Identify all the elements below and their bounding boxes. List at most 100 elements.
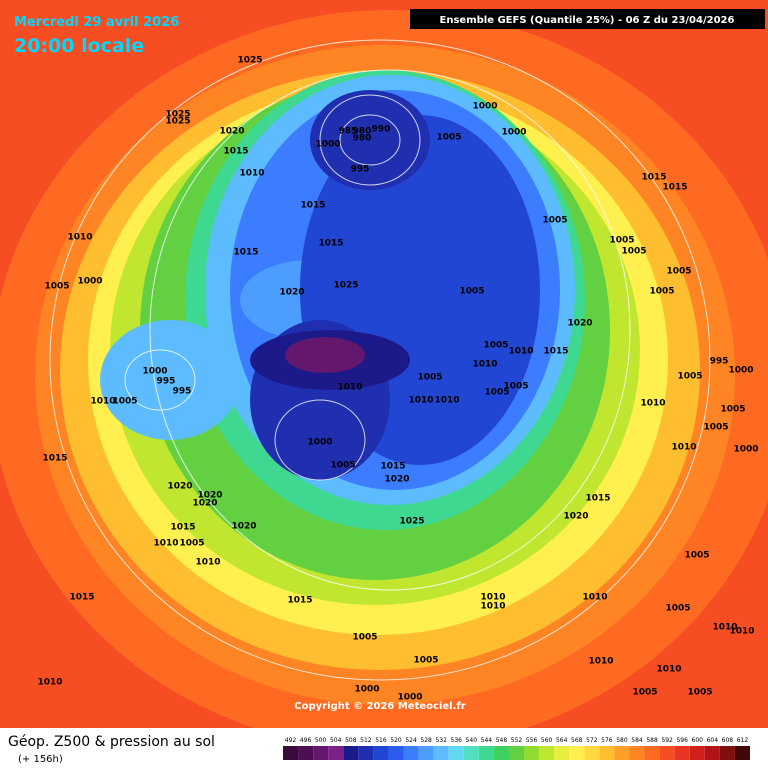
local-time: 20:00 locale xyxy=(14,35,144,57)
isobar-label: 1005 xyxy=(503,382,528,392)
legend-label: 544 xyxy=(481,737,493,744)
legend-swatch xyxy=(403,746,419,760)
legend-label: 588 xyxy=(646,737,658,744)
isobar-label: 1005 xyxy=(649,287,674,297)
legend-label: 492 xyxy=(285,737,297,744)
isobar-label: 1025 xyxy=(237,56,262,66)
isobar-label: 1005 xyxy=(413,656,438,666)
isobar-label: 1010 xyxy=(588,657,613,667)
isobar-label: 1010 xyxy=(729,627,754,637)
legend-label: 500 xyxy=(315,737,327,744)
legend-swatch xyxy=(328,746,344,760)
legend-swatch xyxy=(704,746,720,760)
isobar-label: 1005 xyxy=(677,372,702,382)
legend-label: 560 xyxy=(541,737,553,744)
legend-swatch xyxy=(719,746,735,760)
isobar-label: 985 xyxy=(339,127,358,137)
isobar-label: 1020 xyxy=(192,499,217,509)
isobar-label: 1005 xyxy=(179,539,204,549)
isobar-label: 1005 xyxy=(609,236,634,246)
isobar-label: 1010 xyxy=(408,396,433,406)
isobar-label: 1010 xyxy=(153,539,178,549)
isobar-label: 1010 xyxy=(434,396,459,406)
legend-swatch xyxy=(418,746,434,760)
legend-label: 564 xyxy=(556,737,568,744)
isobar-label: 1005 xyxy=(112,397,137,407)
isobar-label: 1000 xyxy=(472,102,497,112)
legend-label: 524 xyxy=(405,737,417,744)
isobar-label: 1015 xyxy=(585,494,610,504)
isobar-label: 1010 xyxy=(712,623,737,633)
isobar-label: 1010 xyxy=(671,443,696,453)
legend-label: 568 xyxy=(571,737,583,744)
isobar-label: 1005 xyxy=(684,551,709,561)
legend-label: 516 xyxy=(375,737,387,744)
legend-label: 508 xyxy=(345,737,357,744)
isobar-label: 1000 xyxy=(142,367,167,377)
legend-label: 596 xyxy=(676,737,688,744)
legend-swatch xyxy=(644,746,660,760)
date: Mercredi 29 avril 2026 xyxy=(14,15,179,30)
legend-swatch xyxy=(448,746,464,760)
isobar-label: 1015 xyxy=(380,462,405,472)
isobar-label: 1010 xyxy=(37,678,62,688)
isobar-label: 1005 xyxy=(436,133,461,143)
isobar-label: 1010 xyxy=(239,169,264,179)
legend-swatch xyxy=(539,746,555,760)
isobar-label: 1015 xyxy=(300,201,325,211)
isobar-label: 1020 xyxy=(197,491,222,501)
isobar-label: 1010 xyxy=(90,397,115,407)
legend-label: 512 xyxy=(360,737,372,744)
legend-swatch xyxy=(629,746,645,760)
isobar-label: 1005 xyxy=(632,688,657,698)
isobar-label: 1020 xyxy=(384,475,409,485)
isobar-label: 1010 xyxy=(480,593,505,603)
legend-swatch xyxy=(734,746,750,760)
isobar-label: 1015 xyxy=(318,239,343,249)
footer-title: Géop. Z500 & pression au sol xyxy=(8,734,215,750)
legend-swatch xyxy=(298,746,314,760)
legend-swatch xyxy=(674,746,690,760)
legend-swatch xyxy=(689,746,705,760)
isobar-label: 1000 xyxy=(501,128,526,138)
isobar-label: 1000 xyxy=(397,693,422,703)
isobar-label: 1005 xyxy=(720,405,745,415)
contour xyxy=(100,320,240,440)
legend-label: 576 xyxy=(601,737,613,744)
isobar-label: 1020 xyxy=(279,288,304,298)
isobar-label: 1000 xyxy=(77,277,102,287)
legend-label: 540 xyxy=(466,737,478,744)
legend-swatch xyxy=(614,746,630,760)
isobar-label: 1015 xyxy=(170,523,195,533)
isobar-label: 1020 xyxy=(231,522,256,532)
model-box xyxy=(410,9,765,29)
isobar-label: 1005 xyxy=(666,267,691,277)
legend-label: 580 xyxy=(616,737,628,744)
isobar-label: 1015 xyxy=(223,147,248,157)
legend-swatch xyxy=(388,746,404,760)
field xyxy=(0,0,768,728)
isobar-label: 1010 xyxy=(337,383,362,393)
isobar-label: 1015 xyxy=(641,173,666,183)
isobar-label: 995 xyxy=(173,387,192,397)
isobar-label: 1000 xyxy=(354,685,379,695)
legend: 492 496 500 504 508 512 516 520 524 528 532 536 540 5… xyxy=(283,737,750,760)
forecast-lead: (+ 156h) xyxy=(18,754,63,765)
isobar-label: 1025 xyxy=(165,117,190,127)
legend-swatch xyxy=(493,746,509,760)
legend-swatch xyxy=(524,746,540,760)
legend-label: 592 xyxy=(661,737,673,744)
legend-swatch xyxy=(508,746,525,760)
isobar-label: 1005 xyxy=(483,341,508,351)
legend-label: 604 xyxy=(707,737,719,744)
isobar-label: 1005 xyxy=(417,373,442,383)
legend-swatch xyxy=(313,746,329,760)
contour xyxy=(285,337,365,373)
legend-swatch xyxy=(659,746,675,760)
isobar-label: 1000 xyxy=(307,438,332,448)
legend-label: 584 xyxy=(631,737,643,744)
legend-swatch xyxy=(478,746,494,760)
isobar-label: 1005 xyxy=(484,388,509,398)
